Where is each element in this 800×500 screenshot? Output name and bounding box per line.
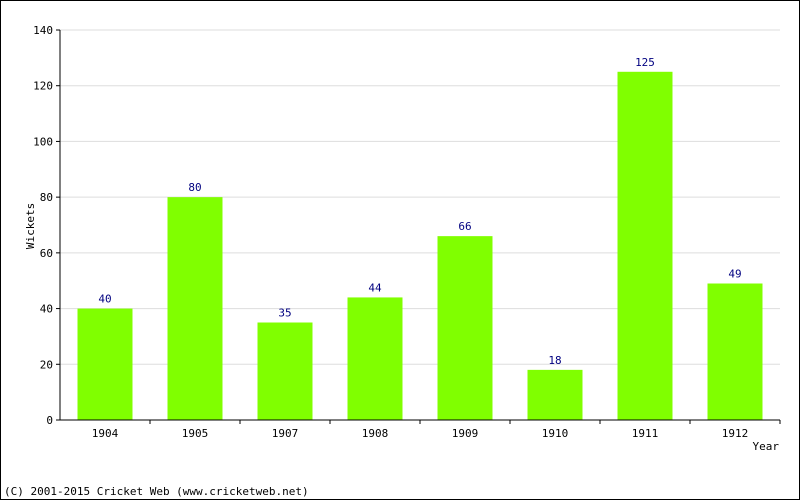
bar-1910 (527, 369, 583, 420)
bar-1912 (707, 283, 763, 420)
axes (56, 29, 781, 424)
y-tick-label: 0 (46, 414, 53, 427)
bar-1904 (77, 308, 133, 420)
data-label-1905: 80 (188, 181, 201, 194)
bar-1907 (257, 322, 313, 420)
x-tick-label-1911: 1911 (632, 427, 659, 440)
data-label-1907: 35 (278, 307, 291, 320)
labels: 0 20 40 60 80 100 120 140 40 1904 80 1905 35 1907 44 19… (33, 24, 748, 440)
y-tick-label: 80 (40, 191, 53, 204)
y-tick-label: 40 (40, 303, 53, 316)
data-label-1910: 18 (548, 354, 561, 367)
copyright-footer: (C) 2001-2015 Cricket Web (www.cricketwe… (4, 485, 309, 498)
x-tick-label-1905: 1905 (182, 427, 209, 440)
bar-1908 (347, 297, 403, 420)
x-axis-title: Year (753, 440, 780, 453)
x-tick-label-1910: 1910 (542, 427, 569, 440)
x-tick-label-1912: 1912 (722, 427, 749, 440)
y-axis-title: Wickets (24, 203, 37, 249)
x-tick-label-1909: 1909 (452, 427, 479, 440)
data-label-1912: 49 (728, 268, 741, 281)
y-tick-label: 20 (40, 358, 53, 371)
y-tick-label: 120 (33, 80, 53, 93)
x-tick-label-1908: 1908 (362, 427, 389, 440)
bars (77, 71, 763, 421)
bar-1911 (617, 71, 673, 421)
bar-1909 (437, 236, 493, 420)
y-tick-label: 60 (40, 247, 53, 260)
bar-1905 (167, 197, 223, 420)
data-label-1904: 40 (98, 293, 111, 306)
x-tick-label-1907: 1907 (272, 427, 299, 440)
data-label-1911: 125 (635, 56, 655, 69)
y-tick-label: 100 (33, 135, 53, 148)
y-tick-label: 140 (33, 24, 53, 37)
data-label-1909: 66 (458, 220, 471, 233)
x-tick-label-1904: 1904 (92, 427, 119, 440)
data-label-1908: 44 (368, 281, 382, 294)
